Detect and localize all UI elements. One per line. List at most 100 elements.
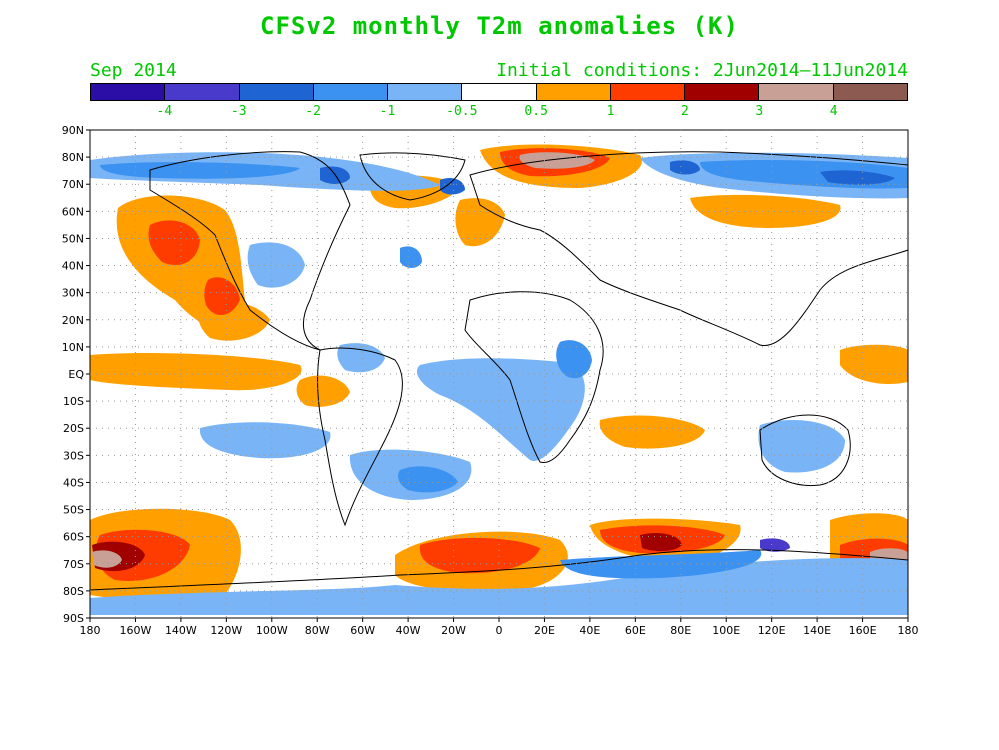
latitude-label: 30S xyxy=(63,449,84,462)
strong-cold-anomaly-region xyxy=(440,178,465,195)
graticule xyxy=(90,130,908,618)
coastline-south-america xyxy=(317,347,403,527)
moderate-cold-anomaly-region xyxy=(398,466,458,493)
latitude-label: 30N xyxy=(62,287,84,300)
colorbar-segment xyxy=(536,84,611,100)
map-title: CFSv2 monthly T2m anomalies (K) xyxy=(260,12,739,40)
longitude-label: 40W xyxy=(396,624,421,637)
strong-cold-anomaly-region xyxy=(670,160,700,175)
colorbar-segment xyxy=(462,84,537,100)
latitude-label: 90S xyxy=(63,612,84,625)
longitude-label: 120E xyxy=(758,624,786,637)
coastline-antarctica xyxy=(89,549,909,591)
colorbar-label: 3 xyxy=(755,104,764,119)
colorbar-segment xyxy=(833,84,907,100)
coastline-eurasia xyxy=(469,151,909,346)
longitude-label: 140W xyxy=(165,624,197,637)
latitude-label: 10N xyxy=(62,341,84,354)
colorbar-label: 2 xyxy=(680,104,689,119)
warm-anomaly-region xyxy=(599,415,705,449)
latitude-label: 60S xyxy=(63,531,84,544)
latitude-label: 70N xyxy=(62,178,84,191)
colorbar xyxy=(90,83,908,101)
latitude-label: 20S xyxy=(63,422,84,435)
coastline-north-america xyxy=(149,151,351,351)
latitude-label: 90N xyxy=(62,124,84,137)
coastline-australia xyxy=(759,414,851,487)
initial-conditions-label: Initial conditions: 2Jun2014–11Jun2014 xyxy=(496,60,908,81)
colorbar-label: 1 xyxy=(606,104,615,119)
longitude-label: 180 xyxy=(80,624,101,637)
colorbar-label: -0.5 xyxy=(446,104,478,119)
strong-warm-anomaly-region xyxy=(419,537,540,574)
longitude-axis: 180 160W 140W 120W 100W 80W 60W 40W 20W 0 20E 40E 60… xyxy=(80,618,919,637)
colorbar-label: -2 xyxy=(305,104,321,119)
colorbar-label: -1 xyxy=(379,104,396,119)
latitude-label: 40N xyxy=(62,260,84,273)
colorbar-segment xyxy=(165,84,240,100)
longitude-label: 80W xyxy=(305,624,330,637)
cold-anomaly-region xyxy=(247,242,305,288)
latitude-label: 20N xyxy=(62,314,84,327)
coastlines xyxy=(89,151,909,591)
latitude-label: 60N xyxy=(62,205,84,218)
warm-anomaly-region xyxy=(90,353,302,391)
longitude-label: 60W xyxy=(350,624,375,637)
latitude-label: 40S xyxy=(63,476,84,489)
moderate-cold-anomaly-region xyxy=(556,340,592,379)
colorbar-label: 0.5 xyxy=(524,104,548,119)
valid-month-label: Sep 2014 xyxy=(90,60,177,81)
longitude-label: 100W xyxy=(256,624,288,637)
longitude-label: 20E xyxy=(534,624,555,637)
longitude-label: 120W xyxy=(210,624,242,637)
colorbar-labels: -4 -3 -2 -1 -0.5 0.5 1 2 3 4 xyxy=(90,104,908,120)
warm-anomaly-region xyxy=(690,194,841,228)
cold-anomaly-region xyxy=(758,420,845,473)
latitude-label: 50S xyxy=(63,504,84,517)
warm-anomaly-region xyxy=(840,344,908,385)
colorbar-segment xyxy=(313,84,389,100)
coastline-greenland xyxy=(359,152,466,201)
longitude-label: 20W xyxy=(441,624,466,637)
very-strong-warm-anomaly-region xyxy=(519,152,595,169)
strong-warm-anomaly-region xyxy=(148,220,200,266)
longitude-label: 140E xyxy=(803,624,831,637)
longitude-label: 60E xyxy=(625,624,646,637)
longitude-label: 100E xyxy=(712,624,740,637)
very-strong-warm-anomaly-region xyxy=(640,533,682,552)
latitude-label: EQ xyxy=(68,368,84,381)
colorbar-segment xyxy=(685,84,760,100)
coastline-africa xyxy=(464,291,604,464)
strong-warm-anomaly-region xyxy=(204,277,240,316)
colorbar-segment xyxy=(388,84,463,100)
strong-cold-anomaly-region xyxy=(820,170,895,185)
longitude-label: 160W xyxy=(120,624,152,637)
anomaly-shading xyxy=(90,144,908,615)
longitude-label: 160E xyxy=(849,624,877,637)
cold-anomaly-region xyxy=(337,343,385,373)
colorbar-segment xyxy=(759,84,834,100)
strong-cold-anomaly-region xyxy=(760,538,790,552)
colorbar-label: -3 xyxy=(230,104,247,119)
longitude-label: 80E xyxy=(670,624,691,637)
latitude-label: 80N xyxy=(62,151,84,164)
colorbar-segment xyxy=(610,84,686,100)
latitude-label: 50N xyxy=(62,232,84,245)
moderate-cold-anomaly-region xyxy=(400,246,422,268)
latitude-label: 70S xyxy=(63,558,84,571)
cold-anomaly-region xyxy=(416,358,585,461)
latitude-label: 10S xyxy=(63,395,84,408)
colorbar-label: -4 xyxy=(156,104,173,119)
latitude-axis: 90N 80N 70N 60N 50N 40N 30N 20N 10N EQ 10S 20S 30S 40… xyxy=(62,124,90,625)
longitude-label: 40E xyxy=(579,624,600,637)
latitude-label: 80S xyxy=(63,585,84,598)
warm-anomaly-region xyxy=(455,198,505,247)
longitude-label: 0 xyxy=(496,624,503,637)
cold-anomaly-region xyxy=(199,422,331,459)
warm-anomaly-region xyxy=(296,375,350,407)
colorbar-label: 4 xyxy=(829,104,838,119)
longitude-label: 180 xyxy=(898,624,919,637)
colorbar-segment xyxy=(91,84,166,100)
colorbar-segment xyxy=(239,84,314,100)
